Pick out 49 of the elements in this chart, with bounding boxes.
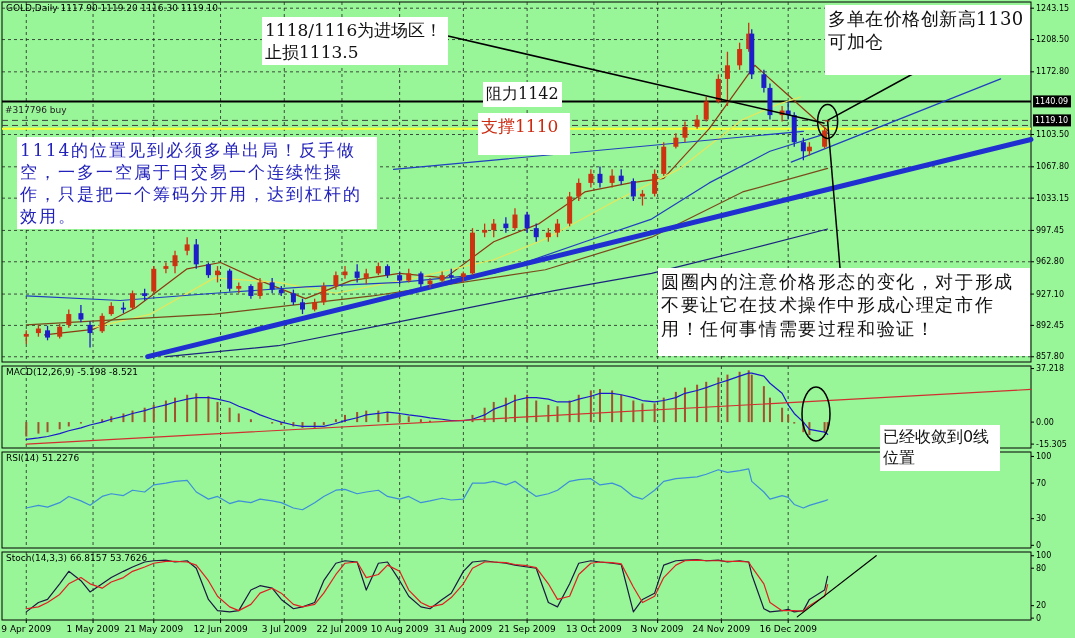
x-tick-label: 24 Nov 2009 [692, 624, 751, 634]
chart-title: Stoch(14,3,3) 66.8157 53.7626 [6, 553, 148, 563]
y-tick-label: 1243.15 [1036, 3, 1070, 13]
y-tick-label: 962.80 [1036, 257, 1064, 267]
annotation: 已经收敛到0线位置 [880, 425, 1000, 471]
y-tick-label: 30 [1036, 514, 1047, 524]
chart-title: MACD(12,26,9) -5.198 -8.521 [6, 367, 139, 377]
chart-title: GOLD,Daily 1117.90 1119.20 1116.30 1119.10 [6, 3, 219, 13]
x-tick-label: 10 Aug 2009 [370, 624, 429, 634]
ref-line-label: 1119.10 [1035, 115, 1069, 125]
ref-line-label: 1140.09 [1035, 96, 1069, 106]
x-tick-label: 13 Oct 2009 [566, 624, 622, 634]
y-tick-label: 892.45 [1036, 320, 1064, 330]
y-tick-label: 70 [1036, 478, 1047, 488]
y-tick-label: 1172.80 [1036, 67, 1070, 77]
x-tick-label: 12 Jun 2009 [193, 624, 248, 634]
y-tick-label: 1103.50 [1036, 130, 1070, 140]
annotation: 圆圈内的注意价格形态的变化，对于形成不要让它在技术操作中形成心理定市作用！任何事情需要过程和验证！ [658, 268, 1030, 356]
y-tick-label: 927.10 [1036, 289, 1064, 299]
y-tick-label: 997.45 [1036, 225, 1064, 235]
annotation: #317796 buy [5, 105, 68, 117]
annotation: 1118/1116为进场区！止损1113.5 [262, 17, 448, 66]
y-tick-label: 20 [1036, 601, 1047, 611]
y-tick-label: 857.80 [1036, 352, 1064, 362]
y-tick-label: 100 [1036, 551, 1052, 561]
x-tick-label: 16 Dec 2009 [759, 624, 818, 634]
x-tick-label: 1 May 2009 [66, 624, 120, 634]
y-tick-label: 1067.80 [1036, 162, 1070, 172]
x-tick-label: 3 Nov 2009 [631, 624, 684, 634]
x-tick-label: 31 Aug 2009 [434, 624, 493, 634]
y-tick-label: 80 [1036, 563, 1047, 573]
annotation: 支撑1110 [478, 113, 570, 155]
x-tick-label: 9 Apr 2009 [1, 624, 52, 634]
x-tick-label: 21 Sep 2009 [498, 624, 556, 634]
y-tick-label: 1033.15 [1036, 193, 1070, 203]
annotation: 多单在价格创新高1130可加仓 [825, 5, 1030, 75]
y-tick-label: 100 [1036, 451, 1052, 461]
chart-title: RSI(14) 51.2276 [6, 453, 80, 463]
y-tick-label: 0.00 [1036, 417, 1054, 427]
x-tick-label: 21 May 2009 [124, 624, 184, 634]
annotation: 1114的位置见到必须多单出局！反手做空，一多一空属于日交易一个连续性操作，只是把一个筹码分开用，达到杠杆的效用。 [17, 137, 377, 230]
y-tick-label: 1208.50 [1036, 35, 1070, 45]
y-tick-label: 0 [1036, 613, 1042, 623]
x-tick-label: 3 Jul 2009 [261, 624, 308, 634]
x-tick-label: 22 Jul 2009 [316, 624, 368, 634]
annotation: 阻力1142 [483, 82, 562, 107]
y-tick-label: 37.218 [1036, 364, 1064, 374]
y-tick-label: 0 [1036, 540, 1042, 550]
y-tick-label: -15.305 [1036, 439, 1067, 449]
